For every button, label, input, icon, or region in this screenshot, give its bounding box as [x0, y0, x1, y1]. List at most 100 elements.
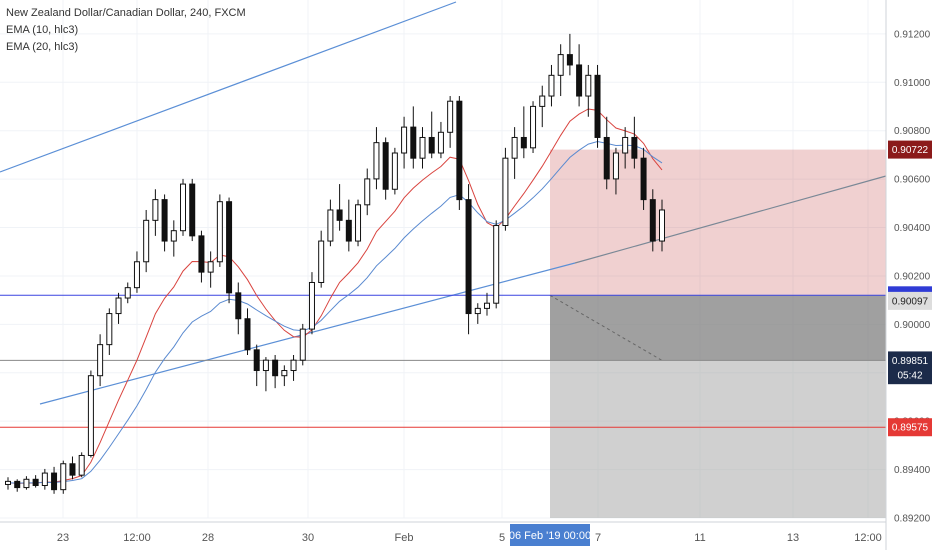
candle-body	[336, 209, 343, 221]
candle-body	[548, 74, 555, 97]
candle-body	[152, 199, 159, 221]
price-tag-label: 0.90097	[892, 296, 929, 307]
candle-body	[133, 261, 140, 289]
y-tick-label: 0.90000	[894, 320, 931, 331]
candle-body	[502, 157, 509, 227]
x-tick-label: 30	[302, 532, 314, 544]
price-tag-label: 0.89575	[892, 423, 929, 434]
candle-body	[401, 126, 408, 154]
x-tick-label: 13	[787, 532, 799, 544]
price-tag	[888, 291, 932, 310]
candle-body	[170, 230, 177, 242]
candle-body	[557, 54, 564, 76]
candle-body	[345, 219, 352, 242]
crosshair-date-tag	[510, 524, 590, 546]
y-tick-label: 0.91000	[894, 78, 931, 89]
candles	[5, 33, 665, 494]
candle-body	[216, 201, 223, 263]
candle-body	[447, 100, 454, 133]
candle-body	[244, 318, 251, 351]
x-tick-label: 12:00	[854, 532, 882, 544]
candle-body	[235, 292, 242, 320]
candle-body	[474, 307, 481, 315]
candle-body	[318, 240, 325, 283]
candle-body	[640, 157, 647, 201]
symbol-title[interactable]: New Zealand Dollar/Canadian Dollar, 240,…	[6, 7, 246, 19]
crosshair-date-label: 06 Feb '19 00:00	[509, 530, 591, 542]
x-tick-label: 28	[202, 532, 214, 544]
candle-body	[576, 64, 583, 97]
candle-body	[14, 480, 21, 489]
candle-body	[189, 183, 196, 237]
upper-trendline	[0, 1, 457, 173]
x-tick-label: 7	[595, 532, 601, 544]
candle-body	[511, 136, 518, 159]
candle-body	[281, 370, 288, 377]
price-tag	[888, 418, 932, 437]
candle-body	[106, 313, 113, 346]
candle-body	[483, 302, 490, 309]
candle-body	[373, 142, 380, 180]
candle-body	[207, 261, 214, 273]
x-tick-label: 12:00	[123, 532, 151, 544]
candle-body	[539, 95, 546, 107]
lower-trendline-extension	[574, 175, 887, 264]
candle-body	[410, 126, 417, 159]
candle-body	[327, 209, 334, 242]
candle-body	[566, 54, 573, 66]
candle-body	[41, 472, 48, 487]
candle-body	[226, 201, 233, 294]
x-tick-label: 11	[694, 532, 705, 544]
price-tag-label: 0.90722	[892, 145, 929, 156]
candle-body	[51, 472, 58, 491]
candle-body	[419, 136, 426, 159]
price-tag	[888, 351, 932, 370]
price-tag	[888, 366, 932, 385]
y-tick-label: 0.90600	[894, 175, 931, 186]
ema-20-label[interactable]: EMA (20, hlc3)	[6, 41, 79, 53]
candle-body	[308, 281, 315, 330]
candle-body	[5, 480, 11, 485]
candle-body	[659, 209, 665, 242]
x-tick-label: 5	[499, 532, 505, 544]
candle-body	[493, 225, 500, 304]
horizontal-lines	[0, 294, 886, 428]
ema-10-label[interactable]: EMA (10, hlc3)	[6, 24, 79, 36]
candle-body	[382, 142, 389, 190]
candle-body	[253, 349, 260, 372]
candle-body	[364, 178, 371, 206]
candle-body	[391, 152, 398, 190]
candle-body	[97, 344, 104, 377]
candle-body	[603, 136, 610, 180]
candle-body	[437, 131, 444, 154]
x-tick-label: Feb	[395, 532, 414, 544]
candle-body	[299, 328, 306, 361]
y-tick-label: 0.90800	[894, 126, 931, 137]
candle-body	[585, 74, 592, 97]
candle-body	[272, 359, 279, 377]
candle-body	[355, 204, 362, 242]
candle-body	[87, 375, 94, 456]
ema-20-line	[7, 140, 663, 484]
candle-body	[60, 463, 67, 491]
candle-body	[161, 199, 168, 242]
candle-body	[32, 478, 39, 487]
y-tick-label: 0.90200	[894, 271, 931, 282]
candle-body	[124, 287, 131, 299]
candle-body	[262, 359, 269, 372]
y-tick-label: 0.89400	[894, 465, 931, 476]
current-pnl-zone	[550, 295, 886, 361]
price-tag-label: 05:42	[897, 371, 922, 382]
candle-body	[622, 136, 629, 154]
candle-body	[23, 478, 30, 489]
price-tag	[888, 140, 932, 159]
candle-body	[456, 100, 463, 201]
legend: New Zealand Dollar/Canadian Dollar, 240,…	[6, 5, 246, 56]
y-tick-label: 0.91200	[894, 29, 931, 40]
x-tick-label: 23	[57, 532, 69, 544]
price-tag-label: 0.89851	[892, 356, 929, 367]
candle-body	[530, 105, 537, 149]
candle-body	[115, 297, 122, 315]
